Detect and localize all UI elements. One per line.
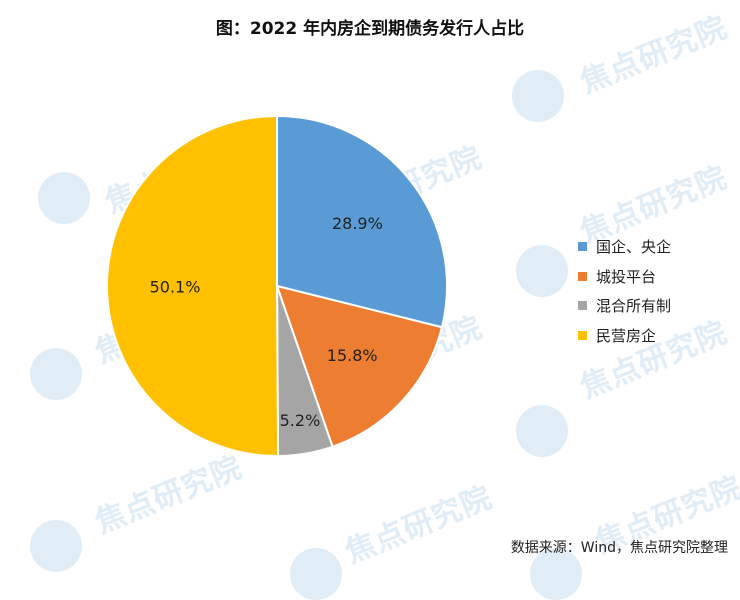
data-source-note: 数据来源：Wind，焦点研究院整理 [510, 540, 728, 556]
legend-item: 民营房企 [578, 321, 671, 351]
chart-title: 图：2022 年内房企到期债务发行人占比 [215, 19, 525, 39]
legend-swatch [578, 242, 587, 252]
legend-swatch [578, 301, 587, 311]
pie-slice [106, 114, 280, 457]
legend-label: 民营房企 [596, 326, 657, 345]
pie-slice [275, 284, 444, 448]
legend-item: 城投平台 [578, 262, 671, 292]
pie-chart: 28.9% 15.8% 5.2% 50.1% [106, 114, 448, 458]
legend-swatch [578, 271, 587, 281]
pie-slice [276, 114, 448, 329]
slice-data-label: 50.1% [150, 277, 201, 296]
slice-data-label: 15.8% [327, 346, 378, 365]
slice-data-label: 5.2% [280, 411, 321, 430]
chart-legend: 国企、央企城投平台混合所有制民营房企 [578, 232, 671, 350]
legend-item: 国企、央企 [578, 232, 671, 262]
legend-label: 城投平台 [596, 267, 657, 286]
slice-data-label: 28.9% [332, 214, 383, 233]
legend-label: 混合所有制 [596, 297, 672, 316]
legend-label: 国企、央企 [596, 238, 672, 257]
legend-item: 混合所有制 [578, 291, 671, 321]
legend-swatch [578, 330, 587, 340]
